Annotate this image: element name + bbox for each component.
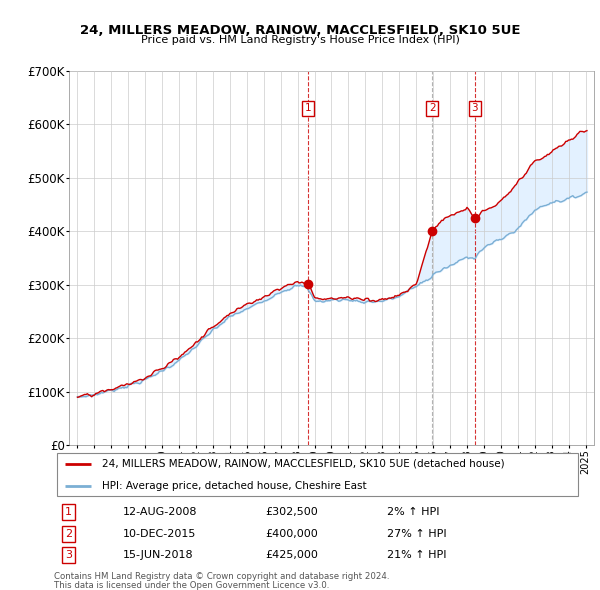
Text: 3: 3 xyxy=(65,550,72,560)
Text: 2: 2 xyxy=(65,529,73,539)
Text: 21% ↑ HPI: 21% ↑ HPI xyxy=(386,550,446,560)
Text: £302,500: £302,500 xyxy=(265,507,318,517)
Text: 1: 1 xyxy=(305,103,311,113)
Text: 27% ↑ HPI: 27% ↑ HPI xyxy=(386,529,446,539)
Text: Price paid vs. HM Land Registry's House Price Index (HPI): Price paid vs. HM Land Registry's House … xyxy=(140,35,460,45)
Text: 2: 2 xyxy=(429,103,436,113)
Text: 3: 3 xyxy=(472,103,478,113)
Text: £425,000: £425,000 xyxy=(265,550,318,560)
Text: 24, MILLERS MEADOW, RAINOW, MACCLESFIELD, SK10 5UE (detached house): 24, MILLERS MEADOW, RAINOW, MACCLESFIELD… xyxy=(101,458,504,468)
Text: 10-DEC-2015: 10-DEC-2015 xyxy=(122,529,196,539)
Text: This data is licensed under the Open Government Licence v3.0.: This data is licensed under the Open Gov… xyxy=(54,581,329,589)
Text: 1: 1 xyxy=(65,507,72,517)
Text: 2% ↑ HPI: 2% ↑ HPI xyxy=(386,507,439,517)
Text: £400,000: £400,000 xyxy=(265,529,318,539)
Text: 24, MILLERS MEADOW, RAINOW, MACCLESFIELD, SK10 5UE: 24, MILLERS MEADOW, RAINOW, MACCLESFIELD… xyxy=(80,24,520,37)
Text: 15-JUN-2018: 15-JUN-2018 xyxy=(122,550,193,560)
Text: HPI: Average price, detached house, Cheshire East: HPI: Average price, detached house, Ches… xyxy=(101,481,366,491)
FancyBboxPatch shape xyxy=(56,453,578,496)
Text: Contains HM Land Registry data © Crown copyright and database right 2024.: Contains HM Land Registry data © Crown c… xyxy=(54,572,389,581)
Text: 12-AUG-2008: 12-AUG-2008 xyxy=(122,507,197,517)
